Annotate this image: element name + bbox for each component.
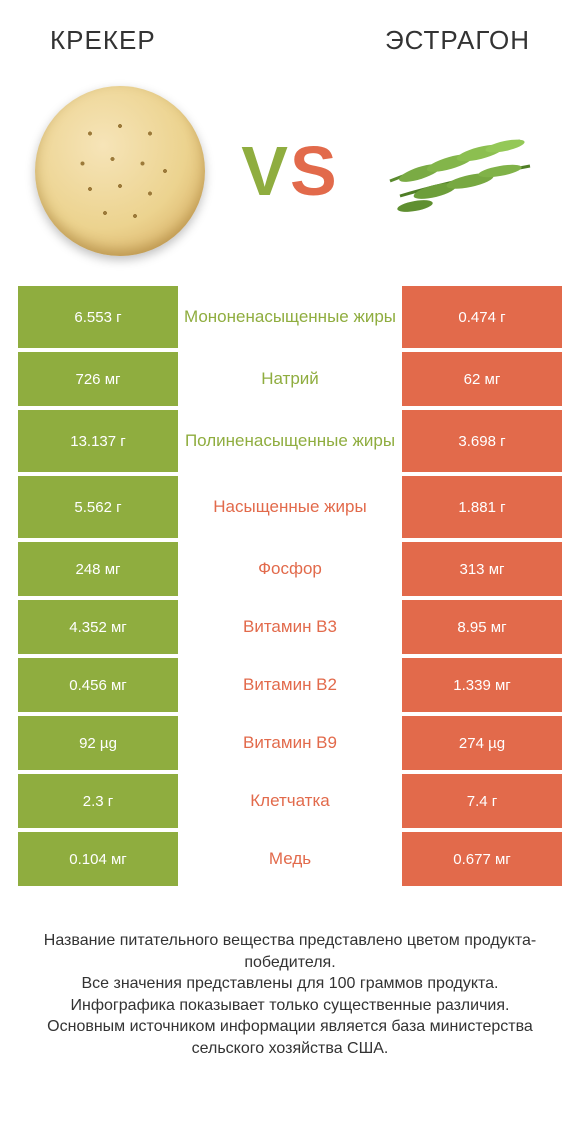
right-food-title: ЭСТРАГОН — [385, 25, 530, 56]
nutrient-label: Фосфор — [178, 542, 402, 596]
comparison-table: 6.553 гМононенасыщенные жиры0.474 г726 м… — [0, 286, 580, 886]
table-row: 6.553 гМононенасыщенные жиры0.474 г — [18, 286, 562, 348]
nutrient-label: Витамин B9 — [178, 716, 402, 770]
vs-row: VS — [0, 66, 580, 286]
table-row: 13.137 гПолиненасыщенные жиры3.698 г — [18, 410, 562, 472]
nutrient-label: Мононенасыщенные жиры — [178, 286, 402, 348]
left-value-cell: 726 мг — [18, 352, 178, 406]
footer-notes: Название питательного вещества представл… — [0, 890, 580, 1060]
right-value-cell: 7.4 г — [402, 774, 562, 828]
right-value-cell: 313 мг — [402, 542, 562, 596]
vs-s: S — [290, 132, 339, 210]
right-value-cell: 1.339 мг — [402, 658, 562, 712]
footer-line: Все значения представлены для 100 граммо… — [28, 973, 552, 995]
left-value-cell: 6.553 г — [18, 286, 178, 348]
left-value-cell: 5.562 г — [18, 476, 178, 538]
nutrient-label: Насыщенные жиры — [178, 476, 402, 538]
nutrient-label: Витамин B2 — [178, 658, 402, 712]
right-value-cell: 0.677 мг — [402, 832, 562, 886]
left-value-cell: 92 µg — [18, 716, 178, 770]
left-food-title: КРЕКЕР — [50, 25, 156, 56]
cracker-icon — [35, 86, 205, 256]
footer-line: Инфографика показывает только существенн… — [28, 995, 552, 1017]
left-value-cell: 4.352 мг — [18, 600, 178, 654]
left-value-cell: 0.456 мг — [18, 658, 178, 712]
table-row: 5.562 гНасыщенные жиры1.881 г — [18, 476, 562, 538]
table-row: 4.352 мгВитамин B38.95 мг — [18, 600, 562, 654]
table-row: 248 мгФосфор313 мг — [18, 542, 562, 596]
vs-label: VS — [241, 131, 338, 211]
header: КРЕКЕР ЭСТРАГОН — [0, 0, 580, 66]
footer-line: Название питательного вещества представл… — [28, 930, 552, 973]
nutrient-label: Полиненасыщенные жиры — [178, 410, 402, 472]
nutrient-label: Клетчатка — [178, 774, 402, 828]
vs-v: V — [241, 132, 290, 210]
table-row: 0.456 мгВитамин B21.339 мг — [18, 658, 562, 712]
tarragon-icon — [380, 111, 540, 231]
right-value-cell: 0.474 г — [402, 286, 562, 348]
nutrient-label: Медь — [178, 832, 402, 886]
left-food-image — [30, 81, 210, 261]
right-value-cell: 1.881 г — [402, 476, 562, 538]
right-value-cell: 3.698 г — [402, 410, 562, 472]
table-row: 726 мгНатрий62 мг — [18, 352, 562, 406]
right-value-cell: 62 мг — [402, 352, 562, 406]
table-row: 92 µgВитамин B9274 µg — [18, 716, 562, 770]
left-value-cell: 0.104 мг — [18, 832, 178, 886]
footer-line: Основным источником информации является … — [28, 1016, 552, 1059]
nutrient-label: Натрий — [178, 352, 402, 406]
table-row: 2.3 гКлетчатка7.4 г — [18, 774, 562, 828]
right-food-image — [370, 81, 550, 261]
table-row: 0.104 мгМедь0.677 мг — [18, 832, 562, 886]
nutrient-label: Витамин B3 — [178, 600, 402, 654]
right-value-cell: 8.95 мг — [402, 600, 562, 654]
left-value-cell: 248 мг — [18, 542, 178, 596]
left-value-cell: 13.137 г — [18, 410, 178, 472]
left-value-cell: 2.3 г — [18, 774, 178, 828]
right-value-cell: 274 µg — [402, 716, 562, 770]
